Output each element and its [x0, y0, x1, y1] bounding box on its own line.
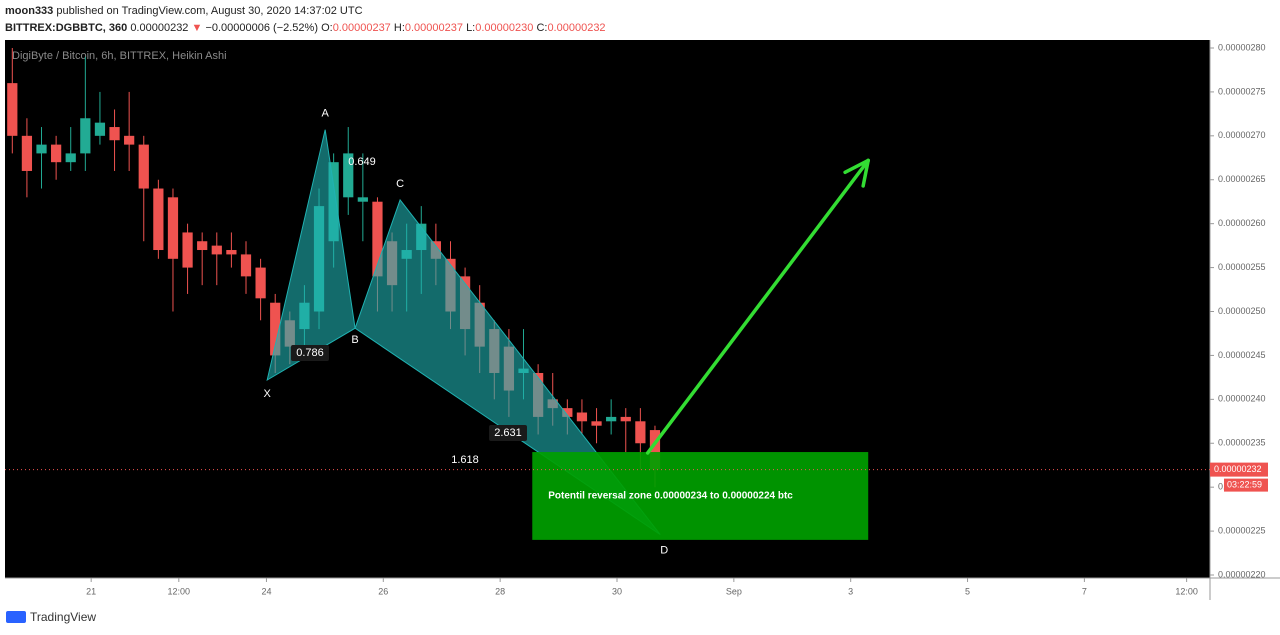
- x-tick-label: 30: [612, 586, 622, 596]
- price-label: 0.00000232: [1214, 464, 1262, 474]
- candle-body: [562, 408, 573, 417]
- candle-body: [357, 197, 368, 202]
- y-tick-label: 0.00000280: [1218, 42, 1266, 52]
- arrow-head: [843, 158, 870, 175]
- candle-body: [94, 122, 106, 136]
- y-tick-label: 0.00000265: [1218, 174, 1266, 184]
- y-tick-label: 0.00000250: [1218, 306, 1266, 316]
- candle-body: [138, 144, 149, 189]
- ratio-label: 0.786: [296, 347, 324, 359]
- ratio-label: 1.618: [451, 454, 479, 466]
- ohlc-value: 0.00000232: [547, 22, 606, 34]
- ohlc-label: L:: [466, 22, 476, 34]
- ratio-label: 2.631: [494, 427, 522, 439]
- candle-body: [109, 127, 120, 141]
- candle-body: [167, 197, 179, 259]
- header-line: moon333 published on TradingView.com, Au…: [5, 3, 606, 20]
- candle-body: [372, 201, 383, 277]
- candle-body: [7, 83, 18, 136]
- arrow-head: [861, 158, 870, 188]
- header: moon333 published on TradingView.com, Au…: [5, 3, 606, 37]
- x-tick-label: 12:00: [1175, 586, 1198, 596]
- candle-body: [649, 430, 661, 470]
- candle-body: [635, 421, 646, 444]
- candle-body: [124, 135, 135, 145]
- y-tick-label: 0.00000245: [1218, 350, 1266, 360]
- countdown-box: [1224, 478, 1268, 492]
- candle-body: [255, 267, 266, 299]
- pattern-point-label: C: [396, 178, 404, 190]
- candle-body: [36, 144, 47, 154]
- candle-body: [51, 144, 62, 163]
- x-tick-label: 28: [495, 586, 505, 596]
- ohlc-value: 0.00000230: [475, 22, 534, 34]
- candle-body: [65, 153, 76, 163]
- down-icon: ▼: [191, 22, 203, 34]
- candle-body: [80, 118, 91, 154]
- ohlc-label: C:: [536, 22, 548, 34]
- candle-body: [343, 153, 354, 198]
- reversal-zone: [532, 452, 869, 540]
- pattern-point-label: X: [264, 388, 272, 400]
- x-tick-label: 24: [261, 586, 271, 596]
- x-tick-label: 12:00: [168, 586, 191, 596]
- candle-body: [211, 245, 222, 255]
- candle-body: [576, 412, 588, 422]
- symbol: BITTREX:DGBBTC, 360: [5, 22, 128, 34]
- candle-body: [182, 232, 193, 268]
- published: published on TradingView.com, August 30,…: [56, 5, 363, 17]
- y-tick-label: 0.00000220: [1218, 569, 1266, 579]
- candle-body: [197, 241, 208, 251]
- y-tick-label: 0.00000255: [1218, 262, 1266, 272]
- x-tick-label: 26: [378, 586, 388, 596]
- ratio-box: [489, 425, 527, 441]
- ohlc-label: H:: [393, 22, 405, 34]
- x-tick-label: Sep: [726, 586, 742, 596]
- x-tick-label: 3: [848, 586, 853, 596]
- pattern-point-label: D: [660, 545, 668, 557]
- ohlc-value: 0.00000237: [332, 22, 391, 34]
- x-tick-label: 7: [1082, 586, 1087, 596]
- candle-body: [226, 250, 237, 255]
- ohlc-value: 0.00000237: [404, 22, 463, 34]
- candle-body: [606, 416, 617, 422]
- ratio-box: [291, 345, 329, 361]
- ohlc-label: O:: [321, 22, 333, 34]
- brand: TradingView: [30, 610, 96, 624]
- ratio-label: 0.649: [348, 156, 376, 168]
- candle-body: [21, 135, 33, 171]
- logo: [6, 611, 26, 623]
- candle-body: [240, 254, 252, 277]
- watermark: DigiByte / Bitcoin, 6h, BITTREX, Heikin …: [12, 50, 227, 62]
- pattern-point-label: B: [351, 334, 358, 346]
- candle-body: [270, 302, 281, 356]
- y-tick-label: 0.00000240: [1218, 394, 1266, 404]
- candle-body: [620, 416, 631, 422]
- arrow: [645, 158, 870, 455]
- plot: X A B C D Potentil reversal zone 0.00000234 t…: [5, 47, 1210, 557]
- header-line: BITTREX:DGBBTC, 360 0.00000232 ▼ −0.0000…: [5, 20, 606, 37]
- pattern-point-label: A: [321, 108, 329, 120]
- ohlc: O:0.00000237 H:0.00000237 L:0.00000230 C…: [321, 22, 606, 34]
- change: −0.00000006 (−2.52%): [205, 22, 318, 34]
- countdown: 03:22:59: [1227, 479, 1262, 489]
- x-tick-label: 5: [965, 586, 970, 596]
- candle-body: [591, 421, 602, 426]
- y-tick-label: 0.00000235: [1218, 438, 1266, 448]
- candle-body: [153, 188, 164, 251]
- zone-label: Potentil reversal zone 0.00000234 to 0.0…: [548, 491, 793, 502]
- price-box: [1210, 462, 1268, 477]
- price: 0.00000232: [130, 22, 189, 34]
- y-tick-label: 0.00000225: [1218, 525, 1266, 535]
- x-tick-label: 21: [86, 586, 96, 596]
- y-tick-label: 0.00000270: [1218, 130, 1266, 140]
- y-tick-label: 0.00000260: [1218, 218, 1266, 228]
- y-tick-label: 0.00000275: [1218, 86, 1266, 96]
- author: moon333: [5, 5, 54, 17]
